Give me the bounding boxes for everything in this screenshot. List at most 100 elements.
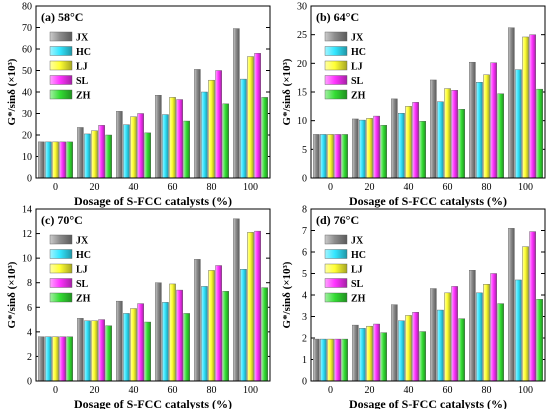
legend-swatch-jx — [49, 31, 73, 42]
bar-sl-100 — [529, 34, 536, 179]
bar-hc-0 — [320, 134, 327, 179]
bar-hc-0 — [45, 141, 52, 179]
bar-hc-100 — [240, 78, 247, 179]
bar-zh-60 — [183, 313, 191, 382]
y-tick-label: 3 — [302, 312, 307, 323]
x-tick-label: 40 — [404, 385, 414, 396]
legend-swatch-zh — [49, 89, 73, 100]
bar-zh-20 — [380, 332, 388, 382]
bar-jx-60 — [154, 282, 162, 382]
bar-sl-40 — [412, 312, 419, 382]
x-tick-label: 20 — [365, 385, 375, 396]
legend-label-lj: LJ — [351, 265, 363, 276]
bar-hc-80 — [201, 91, 208, 179]
bar-sl-20 — [373, 323, 380, 382]
y-tick-label: 2 — [302, 334, 307, 345]
bar-hc-20 — [359, 119, 366, 179]
plot-frame — [35, 208, 271, 382]
y-tick-label: 15 — [297, 88, 307, 99]
legend-label-zh: ZH — [76, 294, 91, 305]
bar-hc-100 — [240, 269, 247, 382]
y-tick-label: 20 — [297, 59, 307, 70]
bar-zh-40 — [144, 321, 152, 382]
bar-sl-60 — [451, 286, 458, 382]
y-axis-label: G*/sinδ (×10³) — [6, 58, 18, 125]
plot-frame — [310, 5, 546, 179]
legend-swatch-jx — [324, 234, 348, 245]
bar-jx-20 — [352, 324, 359, 382]
legend-swatch-hc — [49, 249, 73, 259]
x-tick-label: 40 — [129, 182, 139, 193]
legend-label-lj: LJ — [76, 62, 88, 73]
bar-sl-80 — [215, 70, 222, 179]
legend-swatch-zh — [324, 89, 348, 100]
bar-zh-60 — [183, 120, 191, 179]
bar-jx-100 — [508, 27, 515, 179]
legend-label-hc: HC — [76, 47, 91, 58]
bar-hc-20 — [84, 133, 91, 179]
legend-swatch-sl — [324, 75, 348, 85]
x-tick-label: 20 — [365, 182, 375, 193]
bar-lj-0 — [52, 336, 59, 382]
y-tick-label: 5 — [302, 269, 307, 280]
bar-lj-20 — [91, 130, 98, 179]
bar-jx-20 — [76, 318, 84, 382]
legend-label-jx: JX — [76, 236, 89, 247]
x-tick-label: 80 — [207, 182, 217, 193]
bar-lj-100 — [522, 246, 529, 382]
x-tick-label: 80 — [482, 182, 492, 193]
bar-zh-60 — [458, 108, 466, 179]
bar-zh-80 — [222, 291, 230, 382]
y-tick-label: 4 — [27, 327, 32, 338]
panel-title: (b) 64°C — [316, 10, 359, 24]
legend-label-zh: ZH — [351, 91, 366, 102]
x-tick-label: 60 — [168, 385, 178, 396]
bar-lj-20 — [91, 320, 98, 382]
bar-sl-60 — [451, 90, 458, 179]
bar-hc-60 — [437, 309, 444, 382]
bar-hc-40 — [123, 124, 130, 179]
legend-label-sl: SL — [76, 76, 89, 87]
x-tick-label: 40 — [129, 385, 139, 396]
bar-zh-40 — [419, 331, 427, 382]
bar-sl-40 — [137, 113, 144, 179]
y-tick-label: 40 — [22, 88, 32, 99]
bar-zh-20 — [105, 134, 112, 179]
bar-sl-100 — [254, 53, 261, 179]
bar-sl-80 — [490, 273, 497, 382]
bar-sl-20 — [373, 115, 380, 179]
bar-lj-40 — [405, 106, 412, 179]
legend-label-sl: SL — [351, 279, 364, 290]
bar-lj-40 — [130, 308, 137, 382]
y-tick-label: 14 — [22, 205, 32, 216]
x-tick-label: 100 — [518, 385, 533, 396]
x-tick-label: 20 — [90, 182, 100, 193]
y-tick-label: 12 — [22, 229, 32, 240]
bar-hc-100 — [515, 279, 522, 382]
bar-sl-100 — [529, 231, 536, 382]
bar-sl-0 — [334, 134, 341, 179]
bar-jx-20 — [352, 118, 359, 179]
bar-zh-0 — [66, 141, 73, 179]
y-tick-label: 1 — [302, 355, 307, 366]
chart-panel-3: 0 2 4 6 8 10 12 14 0 20 40 60 80 100 (c) 70°C JX HC LJ SL Z… — [6, 205, 271, 409]
bar-hc-0 — [320, 338, 327, 382]
bar-jx-80 — [193, 69, 201, 179]
bar-sl-80 — [490, 62, 497, 179]
bar-lj-100 — [247, 56, 254, 179]
y-tick-label: 10 — [22, 254, 32, 265]
bar-lj-80 — [483, 284, 490, 382]
bar-jx-80 — [469, 61, 476, 179]
bar-lj-100 — [247, 232, 254, 382]
bar-zh-20 — [380, 125, 388, 179]
x-axis-label: Dosage of S-FCC catalysts (%) — [74, 194, 232, 208]
x-tick-label: 80 — [482, 385, 492, 396]
x-tick-label: 60 — [443, 385, 453, 396]
bar-lj-0 — [327, 134, 334, 179]
bar-sl-40 — [412, 102, 419, 179]
bar-lj-100 — [522, 36, 529, 179]
plot-frame — [35, 5, 271, 179]
bar-jx-40 — [115, 300, 123, 382]
bar-hc-60 — [162, 302, 169, 382]
